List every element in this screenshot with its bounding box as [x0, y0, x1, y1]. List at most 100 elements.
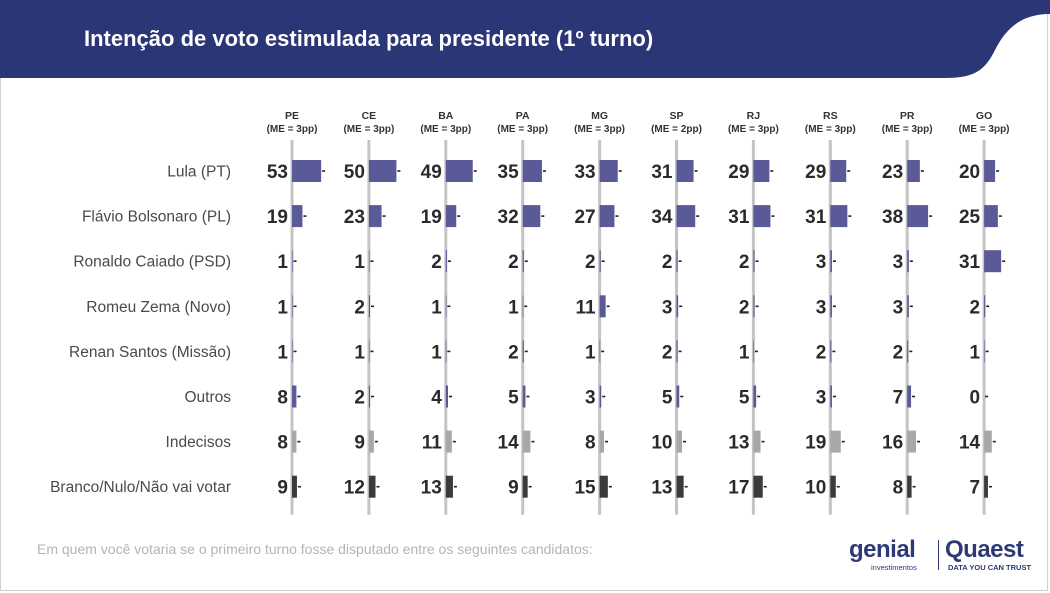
- value-label: 2: [508, 252, 519, 273]
- header-banner: Intenção de voto estimulada para preside…: [0, 0, 1050, 78]
- value-label: 50: [344, 162, 365, 183]
- row-label: Branco/Nulo/Não vai votar: [50, 479, 231, 496]
- bar: [368, 250, 370, 273]
- value-label: 9: [508, 478, 519, 499]
- bar: [984, 250, 1002, 273]
- state-margin-mg: (ME = 3pp): [574, 124, 625, 135]
- bar: [522, 160, 542, 182]
- row-label: Ronaldo Caiado (PSD): [73, 254, 231, 271]
- quaest-logo-subtitle: DATA YOU CAN TRUST: [948, 563, 1032, 572]
- bar: [830, 385, 832, 408]
- value-label: 1: [431, 297, 442, 318]
- row-label: Lula (PT): [167, 164, 231, 181]
- bar: [445, 475, 453, 498]
- value-label: 31: [728, 207, 750, 228]
- bar: [445, 385, 448, 408]
- bar: [907, 205, 929, 228]
- value-label: 1: [508, 297, 519, 318]
- bar: [522, 205, 541, 228]
- bar: [984, 160, 996, 182]
- value-label: 3: [662, 297, 673, 318]
- bar: [676, 295, 679, 318]
- bar: [445, 250, 447, 273]
- bar: [907, 385, 912, 408]
- state-code-rs: RS: [823, 110, 838, 122]
- bar: [522, 295, 524, 318]
- bar: [753, 430, 761, 453]
- value-label: 49: [421, 162, 442, 183]
- value-label: 1: [354, 342, 365, 363]
- bar: [830, 295, 832, 318]
- value-label: 23: [344, 207, 365, 228]
- value-label: 13: [421, 478, 442, 499]
- state-code-rj: RJ: [747, 110, 761, 122]
- bar: [830, 160, 847, 182]
- value-label: 5: [508, 388, 519, 409]
- value-label: 29: [728, 162, 749, 183]
- logo-divider: [938, 540, 939, 570]
- value-label: 9: [277, 478, 288, 499]
- value-label: 13: [651, 478, 672, 499]
- bar: [907, 475, 912, 498]
- value-label: 3: [893, 297, 904, 318]
- value-label: 31: [805, 207, 827, 228]
- bar: [445, 160, 473, 182]
- value-label: 3: [585, 388, 596, 409]
- value-label: 10: [805, 478, 826, 499]
- bar: [599, 385, 602, 408]
- bar: [753, 250, 755, 273]
- state-code-pr: PR: [900, 110, 915, 122]
- bar: [445, 205, 457, 228]
- value-label: 2: [662, 252, 673, 273]
- value-label: 8: [585, 433, 596, 454]
- value-label: 14: [959, 433, 981, 454]
- value-label: 16: [882, 433, 903, 454]
- value-label: 19: [805, 433, 826, 454]
- value-label: 2: [970, 297, 981, 318]
- value-label: 12: [344, 478, 365, 499]
- state-code-go: GO: [976, 110, 992, 122]
- value-label: 35: [498, 162, 520, 183]
- bar: [522, 475, 528, 498]
- bar: [907, 295, 909, 318]
- bar: [522, 430, 531, 453]
- value-label: 1: [354, 252, 365, 273]
- state-code-pa: PA: [516, 110, 530, 122]
- value-label: 20: [959, 162, 980, 183]
- bar: [599, 430, 604, 453]
- value-label: 19: [267, 207, 288, 228]
- bar: [676, 250, 678, 273]
- bar: [292, 475, 297, 498]
- value-label: 14: [498, 433, 520, 454]
- genial-logo: genial: [849, 536, 916, 563]
- bar: [984, 340, 985, 363]
- page-title: Intenção de voto estimulada para preside…: [84, 26, 654, 51]
- value-label: 2: [739, 252, 750, 273]
- value-label: 1: [739, 342, 750, 363]
- value-label: 1: [277, 297, 288, 318]
- value-label: 3: [816, 252, 827, 273]
- value-label: 2: [662, 342, 673, 363]
- bar: [753, 205, 771, 228]
- row-label: Indecisos: [166, 434, 232, 451]
- bar: [907, 340, 909, 363]
- value-label: 2: [354, 297, 365, 318]
- bar: [984, 430, 992, 453]
- bar: [368, 430, 374, 453]
- bar: [599, 160, 618, 182]
- value-label: 2: [816, 342, 827, 363]
- bar: [753, 295, 755, 318]
- value-label: 7: [893, 388, 904, 409]
- value-label: 13: [728, 433, 749, 454]
- bar: [445, 340, 447, 363]
- value-label: 53: [267, 162, 288, 183]
- state-margin-pr: (ME = 3pp): [882, 124, 933, 135]
- state-margin-rs: (ME = 3pp): [805, 124, 856, 135]
- bar: [445, 295, 447, 318]
- bar: [984, 295, 986, 318]
- value-label: 8: [893, 478, 904, 499]
- bar: [368, 295, 370, 318]
- bar: [292, 340, 293, 363]
- row-label: Romeu Zema (Novo): [86, 299, 231, 316]
